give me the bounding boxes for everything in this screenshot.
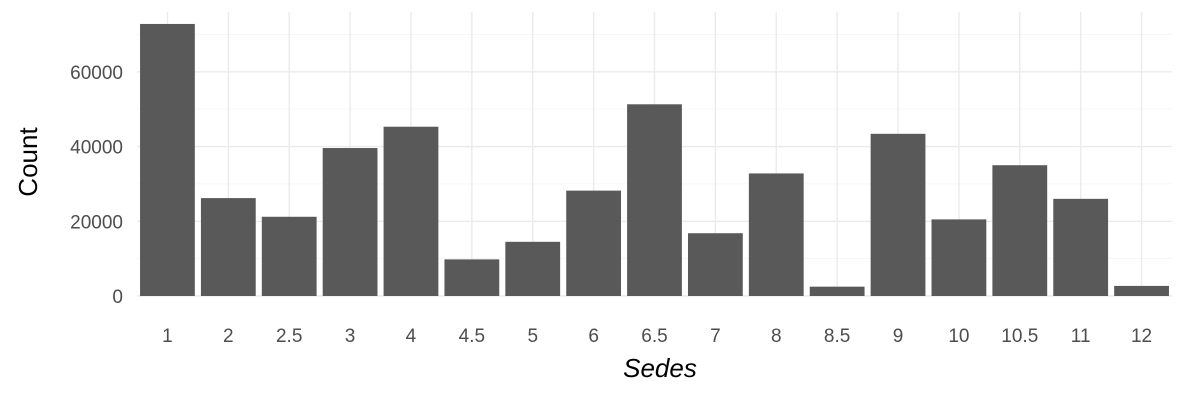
bar-2 — [200, 198, 256, 296]
bar-6 — [566, 190, 622, 296]
bar-9 — [870, 133, 926, 296]
y-axis-title: Count — [13, 127, 43, 197]
x-tick-label: 8.5 — [824, 326, 850, 347]
bar-11 — [1053, 198, 1109, 296]
bar-1 — [140, 23, 195, 297]
x-tick-label: 10.5 — [1001, 326, 1038, 347]
y-tick-label: 0 — [112, 287, 123, 308]
x-tick-label: 9 — [893, 326, 904, 347]
x-tick-label: 4 — [406, 326, 417, 347]
x-tick-label: 10 — [948, 326, 969, 347]
bar-8 — [748, 173, 804, 296]
x-tick-label: 2 — [223, 326, 234, 347]
bar-3 — [322, 148, 378, 296]
bar-8.5 — [809, 286, 865, 296]
bar-12 — [1114, 285, 1169, 296]
x-tick-label: 2.5 — [276, 326, 302, 347]
x-axis-title: Sedes — [623, 353, 697, 383]
bar-7 — [687, 233, 743, 296]
x-tick-label: 8 — [771, 326, 782, 347]
bar-4 — [383, 126, 439, 296]
x-tick-label: 12 — [1131, 326, 1152, 347]
y-tick-label: 20000 — [70, 212, 123, 233]
x-tick-label: 1 — [162, 326, 173, 347]
bar-5 — [505, 241, 561, 296]
bar-2.5 — [261, 216, 317, 296]
x-tick-label: 6.5 — [641, 326, 667, 347]
y-tick-labels: 0 20000 40000 60000 — [70, 63, 123, 308]
y-tick-label: 40000 — [70, 138, 123, 159]
bar-6.5 — [627, 104, 682, 296]
x-tick-label: 11 — [1071, 326, 1091, 347]
bars — [140, 23, 1169, 297]
bar-4.5 — [444, 259, 500, 296]
bar-10 — [931, 219, 987, 296]
y-tick-label: 60000 — [70, 63, 123, 84]
x-tick-label: 6 — [588, 326, 599, 347]
x-tick-label: 3 — [345, 326, 356, 347]
bar-10.5 — [992, 165, 1048, 296]
x-tick-labels: 1 2 2.5 3 4 4.5 5 6 6.5 7 8 8.5 9 10 10.5 11 12 — [162, 326, 1152, 347]
x-tick-label: 4.5 — [459, 326, 485, 347]
x-tick-label: 5 — [527, 326, 538, 347]
x-tick-label: 7 — [710, 326, 721, 347]
